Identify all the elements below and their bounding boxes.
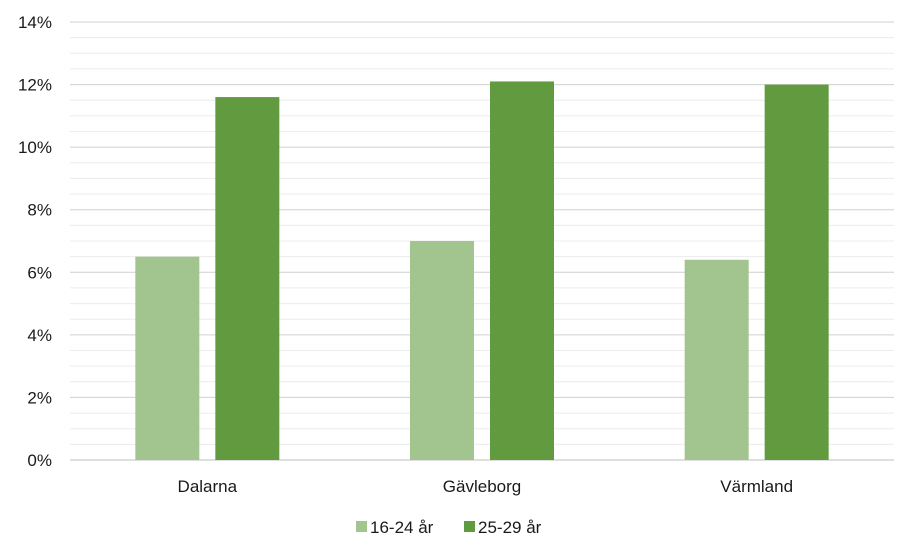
x-tick-label: Gävleborg: [443, 477, 521, 496]
bar-1: [410, 241, 474, 460]
gridlines: [70, 21, 894, 461]
bar-2: [764, 84, 829, 461]
y-tick-label: 10%: [18, 138, 52, 157]
bar-1: [135, 256, 200, 460]
x-axis-ticks: Dalarna Gävleborg Värmland: [178, 477, 793, 496]
bar-2: [490, 81, 554, 460]
y-tick-label: 14%: [18, 13, 52, 32]
legend: 16-24 år 25-29 år: [356, 518, 542, 537]
legend-swatch: [464, 521, 475, 532]
bar-1: [684, 259, 749, 460]
legend-item: 16-24 år: [356, 518, 434, 537]
legend-swatch: [356, 521, 367, 532]
legend-label: 16-24 år: [370, 518, 434, 537]
y-tick-label: 12%: [18, 76, 52, 95]
y-tick-label: 0%: [27, 451, 52, 470]
x-tick-label: Värmland: [720, 477, 793, 496]
legend-item: 25-29 år: [464, 518, 542, 537]
legend-label: 25-29 år: [478, 518, 542, 537]
bars: [135, 81, 829, 461]
y-tick-label: 8%: [27, 201, 52, 220]
y-tick-label: 6%: [27, 263, 52, 282]
y-tick-label: 4%: [27, 326, 52, 345]
y-tick-label: 2%: [27, 388, 52, 407]
y-axis-ticks: 0% 2% 4% 6% 8% 10% 12% 14%: [18, 13, 52, 470]
x-tick-label: Dalarna: [178, 477, 238, 496]
bar-2: [215, 97, 280, 460]
